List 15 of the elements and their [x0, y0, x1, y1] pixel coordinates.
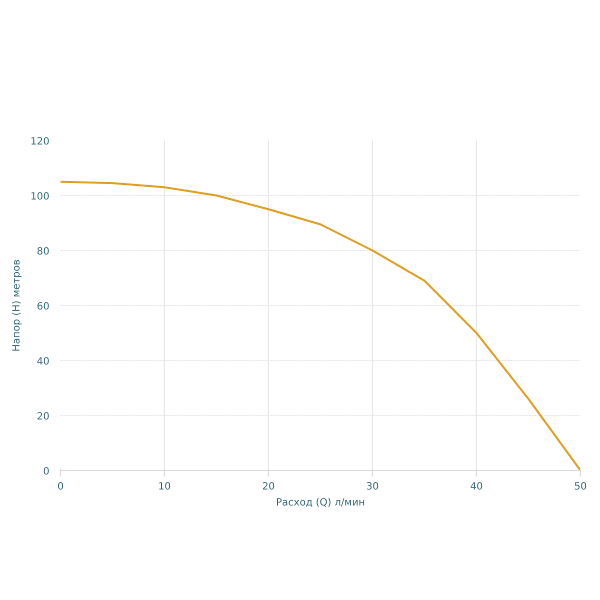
x-axis-title: Расход (Q) л/мин	[276, 498, 365, 508]
y-axis-title: Напор (H) метров	[11, 259, 22, 352]
x-tick-label: 0	[57, 482, 64, 492]
y-tick-label: 0	[43, 466, 50, 478]
x-tick-label: 30	[366, 482, 379, 492]
y-tick-label: 100	[30, 192, 50, 202]
y-tick-label: 80	[36, 246, 50, 258]
x-tick-label: 20	[262, 482, 275, 492]
y-tick-label: 20	[36, 412, 50, 422]
y-tick-label: 40	[36, 356, 50, 368]
y-tick-label: 60	[36, 302, 50, 312]
x-tick-label: 40	[470, 482, 483, 492]
x-tick-label: 50	[574, 482, 587, 492]
y-tick-label: 120	[30, 136, 50, 148]
x-tick-label: 10	[158, 482, 171, 492]
